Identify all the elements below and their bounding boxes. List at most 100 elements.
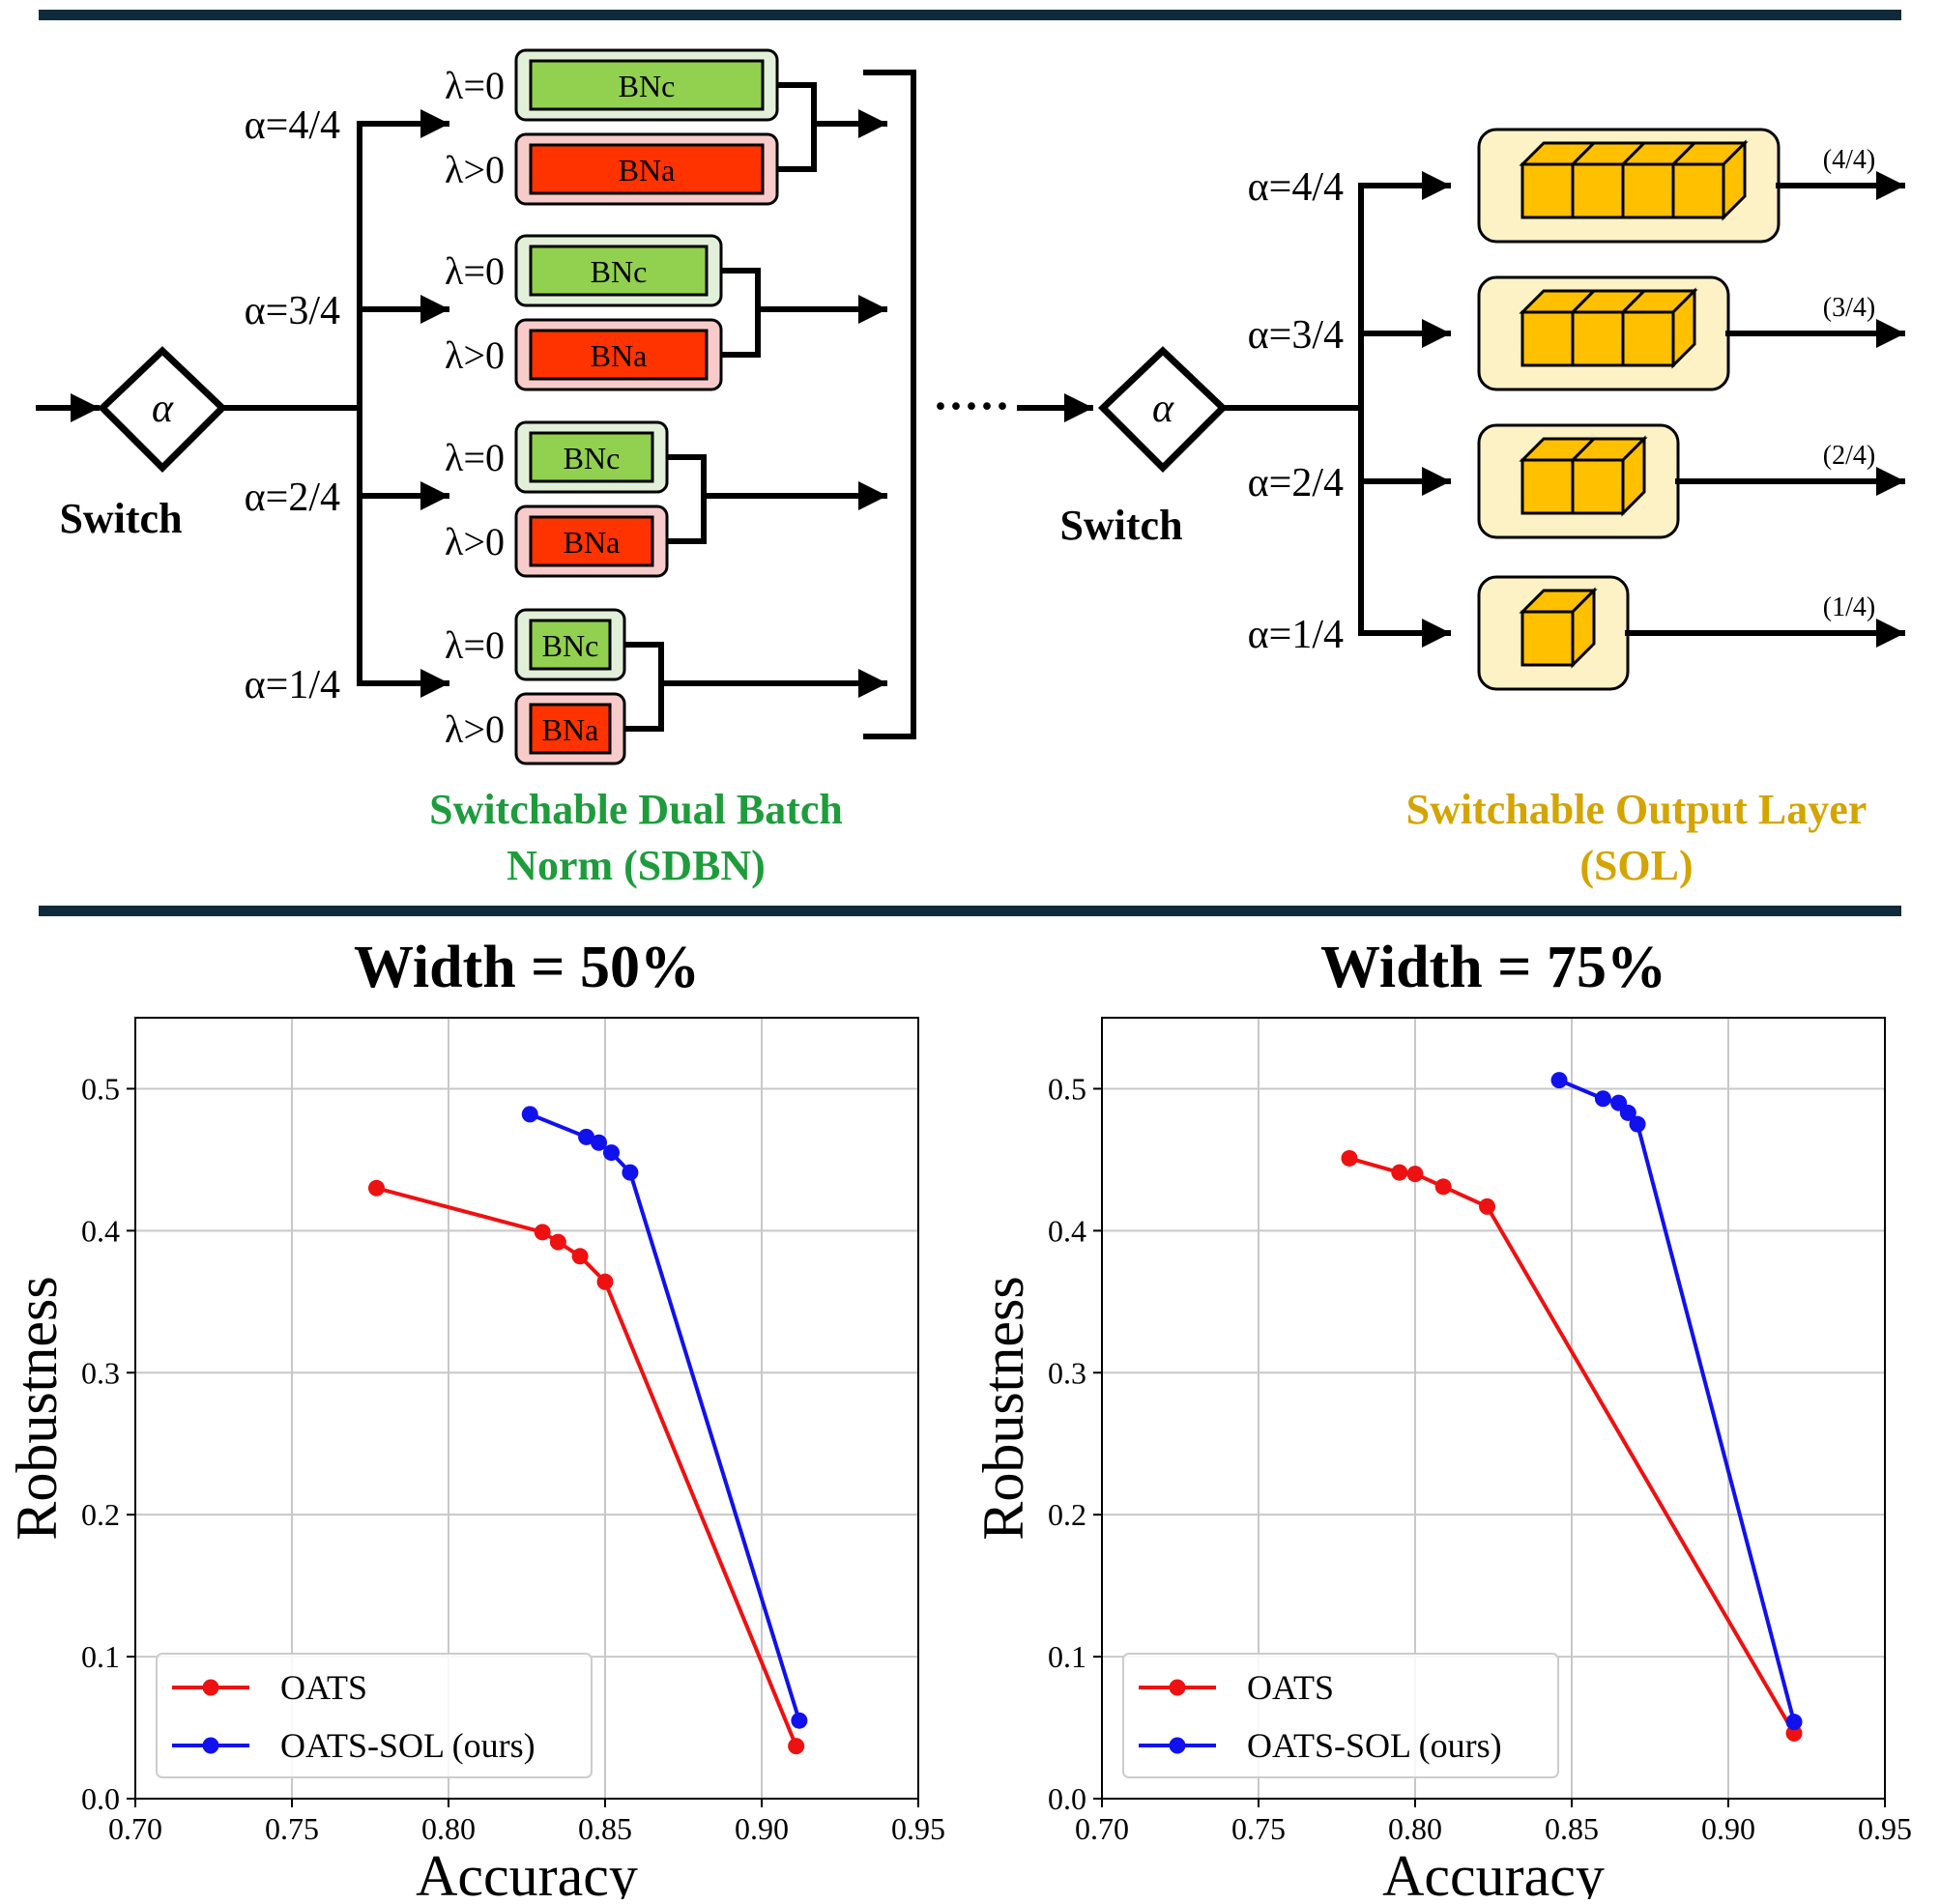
alpha-label: α=1/4 (1248, 613, 1344, 657)
series-line-oats (1348, 1156, 1796, 1735)
y-tick-label: 0.5 (81, 1071, 120, 1106)
x-tick-label: 0.85 (578, 1811, 632, 1846)
alpha-label: α=4/4 (245, 103, 340, 148)
data-point-oats (367, 1179, 385, 1197)
switch-label: Switch (59, 495, 182, 542)
data-point-oats-sol (791, 1712, 808, 1729)
y-tick-label: 0.3 (1048, 1355, 1086, 1390)
data-point-oats-sol (1594, 1090, 1611, 1108)
bnc-box (529, 619, 612, 671)
legend-marker (202, 1679, 219, 1696)
y-axis-label: Robustness (5, 1276, 69, 1540)
plot-frame (134, 1017, 919, 1800)
y-tick-label: 0.0 (1048, 1781, 1086, 1816)
legend-label: OATS-SOL (ours) (280, 1726, 536, 1765)
cube-front (1571, 458, 1625, 515)
chart-title: Width = 75% (1320, 935, 1666, 1000)
sdbn-section: α Switch α=4/4 λ=0 λ>0 BNc BNa α=3/4 λ=0 λ>0 BNc BN… (36, 48, 1093, 889)
sol-caption-line2: (SOL) (1579, 842, 1693, 889)
data-point-oats-sol (521, 1106, 538, 1123)
y-tick-label: 0.3 (81, 1355, 120, 1390)
y-tick-label: 0.2 (81, 1497, 120, 1532)
top-rule (39, 10, 1901, 20)
x-tick-label: 0.75 (1231, 1811, 1286, 1846)
y-tick-label: 0.4 (81, 1213, 120, 1248)
legend-marker (1169, 1737, 1186, 1754)
legend-box (156, 1653, 593, 1778)
y-axis-label: Robustness (971, 1276, 1035, 1540)
bna-label: BNa (542, 712, 599, 747)
chart-width-75: Width = 75% 0.70 0.75 0.80 0.85 0.90 0.95 0.0 0.… (971, 935, 1912, 1899)
lambda-adv-label: λ>0 (445, 148, 505, 191)
data-point-oats-sol (578, 1128, 595, 1145)
output-label: (1/4) (1823, 592, 1875, 622)
cube-front (1571, 162, 1625, 219)
bnc-box (529, 59, 765, 111)
cube-front (1520, 310, 1575, 367)
alpha-label: α=4/4 (1248, 165, 1344, 210)
alpha-label: α=1/4 (245, 663, 340, 707)
bnc-box (529, 431, 654, 483)
legend-box (1122, 1653, 1559, 1778)
output-label: (3/4) (1823, 293, 1875, 323)
alpha-label: α=2/4 (1248, 461, 1344, 505)
output-label: (2/4) (1823, 441, 1875, 471)
cube-front (1621, 310, 1675, 367)
x-tick-label: 0.75 (265, 1811, 319, 1846)
bna-label: BNa (564, 525, 621, 560)
data-point-oats (1406, 1166, 1424, 1183)
data-point-oats (596, 1273, 614, 1290)
data-point-oats-sol (1785, 1714, 1803, 1731)
data-point-oats-sol (1619, 1104, 1636, 1121)
cube-side (1722, 139, 1747, 221)
cube-side (1571, 587, 1596, 669)
sol-section: α Switch α=4/4 (4/4) α=3/4 (3/4) α=2/4 (2/4) α=1… (1059, 128, 1905, 889)
legend-label: OATS (280, 1668, 367, 1707)
x-tick-label: 0.95 (1858, 1811, 1912, 1846)
merge-bracket (721, 268, 761, 358)
lambda-clean-label: λ=0 (445, 436, 505, 479)
bnc-label: BNc (619, 69, 676, 103)
x-tick-label: 0.95 (891, 1811, 945, 1846)
data-point-oats (571, 1248, 589, 1265)
bnc-box (529, 245, 709, 297)
sdbn-caption-line2: Norm (SDBN) (507, 842, 766, 889)
aggregate-bracket (863, 70, 916, 739)
x-axis-label: Accuracy (416, 1844, 638, 1899)
x-tick-label: 0.90 (1701, 1811, 1755, 1846)
y-tick-label: 0.4 (1048, 1213, 1086, 1248)
bna-box (529, 329, 709, 381)
data-point-oats (1341, 1149, 1358, 1167)
cube-front (1671, 162, 1725, 219)
x-tick-label: 0.70 (108, 1811, 162, 1846)
cube-side (1621, 435, 1646, 517)
x-tick-label: 0.85 (1545, 1811, 1599, 1846)
lambda-adv-label: λ>0 (445, 707, 505, 751)
data-point-oats (1785, 1724, 1803, 1742)
bna-label: BNa (619, 153, 676, 188)
x-tick-label: 0.70 (1075, 1811, 1129, 1846)
switch-symbol: α (1152, 387, 1174, 431)
merge-bracket (777, 82, 817, 172)
merge-bracket (667, 454, 707, 544)
switch-diamond (1097, 346, 1229, 473)
switch-symbol: α (152, 387, 174, 431)
switch-label: Switch (1059, 502, 1182, 549)
merge-bracket (624, 642, 664, 732)
cube-front (1621, 162, 1675, 219)
switch-diamond (97, 346, 228, 473)
data-point-oats-sol (591, 1134, 608, 1151)
sol-caption-line1: Switchable Output Layer (1406, 786, 1868, 833)
cube-front (1520, 458, 1575, 515)
chart-width-50: Width = 50% 0.70 0.75 0.80 0.85 0.90 0.95 0.0 0.… (5, 935, 945, 1899)
x-tick-label: 0.80 (421, 1811, 476, 1846)
bnc-label: BNc (591, 254, 648, 289)
architecture-diagram: α Switch α=4/4 λ=0 λ>0 BNc BNa α=3/4 λ=0 λ>0 BNc BN… (36, 48, 1905, 889)
data-point-oats-sol (1629, 1115, 1646, 1133)
alpha-label: α=3/4 (245, 289, 340, 333)
data-point-oats (1391, 1164, 1408, 1181)
y-tick-label: 0.1 (1048, 1639, 1086, 1674)
y-tick-label: 0.1 (81, 1639, 120, 1674)
x-tick-label: 0.80 (1388, 1811, 1442, 1846)
